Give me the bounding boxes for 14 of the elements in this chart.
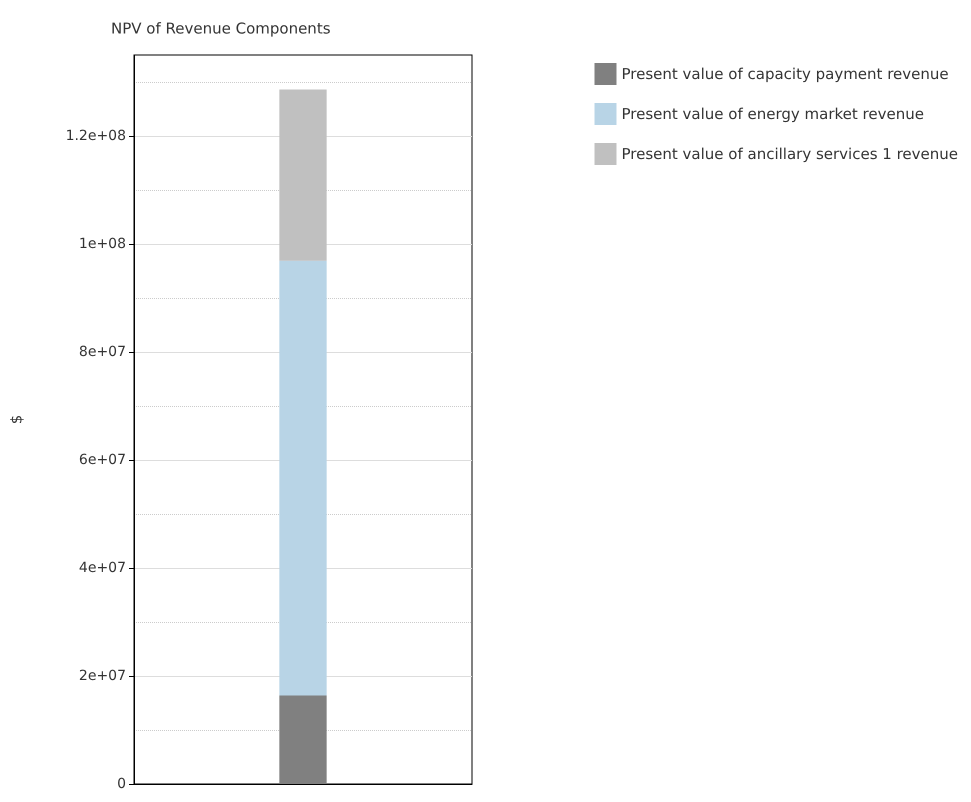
bar — [279, 695, 327, 784]
chart-title: NPV of Revenue Components — [111, 20, 331, 38]
y-axis-title: $ — [8, 414, 26, 424]
legend-label: Present value of ancillary services 1 revenue — [621, 145, 958, 163]
bar — [279, 260, 327, 696]
y-tick-label: 1.2e+08 — [66, 128, 126, 144]
y-tick-label: 6e+07 — [78, 452, 126, 468]
legend-label: Present value of energy market revenue — [621, 105, 924, 123]
y-tick-label: 2e+07 — [78, 668, 126, 684]
legend-label: Present value of capacity payment revenue — [621, 65, 949, 83]
y-tick-label: 0 — [117, 776, 126, 792]
y-tick-label: 4e+07 — [78, 560, 126, 576]
y-tick-label: 8e+07 — [78, 344, 126, 360]
y-tick-label: 1e+08 — [78, 236, 126, 252]
